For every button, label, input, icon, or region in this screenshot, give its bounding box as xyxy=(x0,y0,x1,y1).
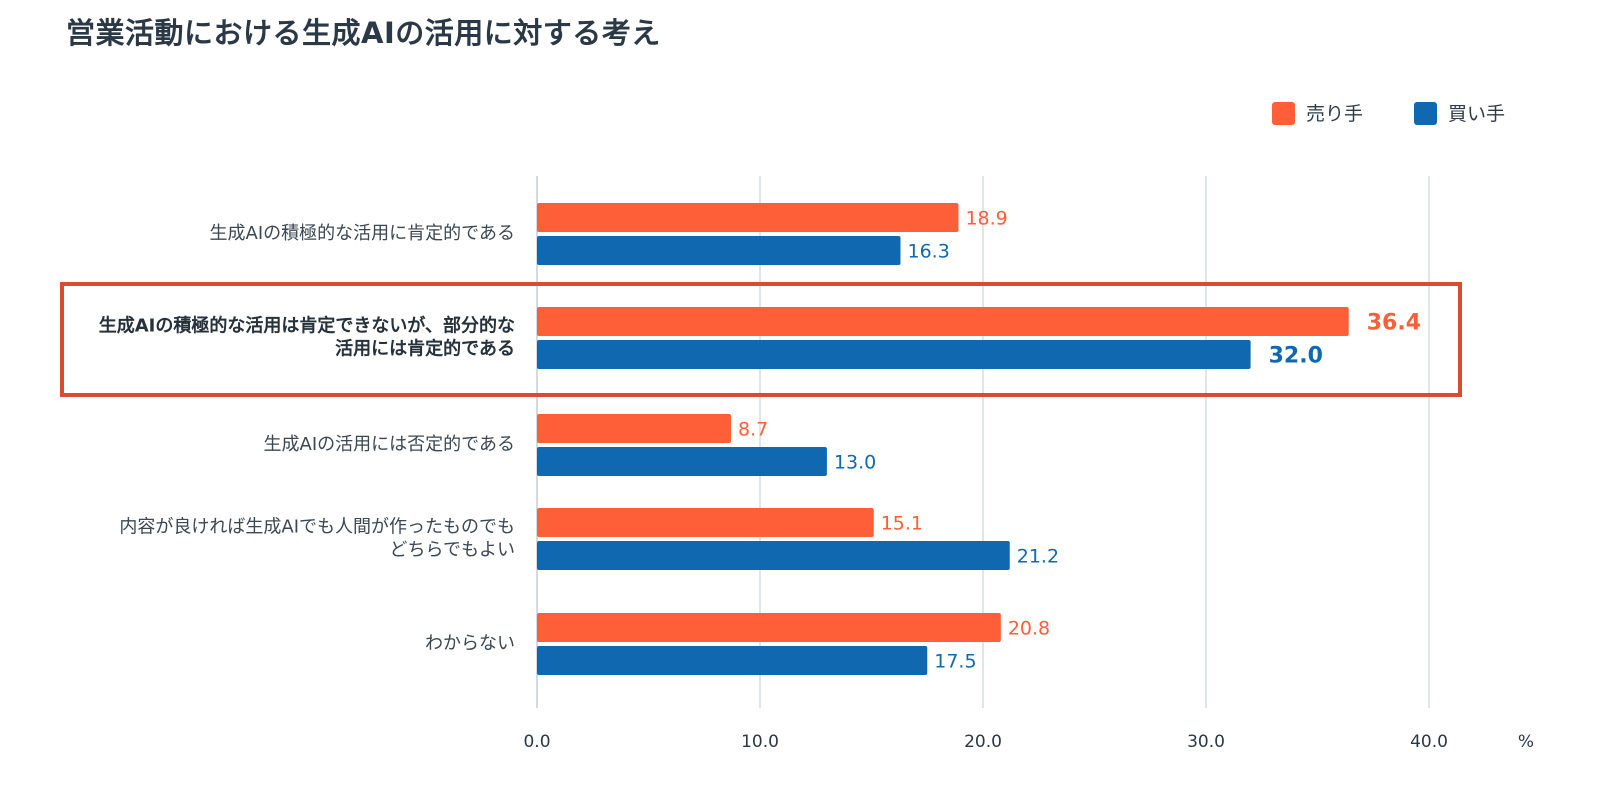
legend-label-seller: 売り手 xyxy=(1306,103,1364,125)
category-label: 生成AIの積極的な活用に肯定的である xyxy=(210,223,515,244)
legend-swatch-buyer xyxy=(1414,102,1437,125)
category-label: わからない xyxy=(425,633,515,654)
value-label-buyer: 16.3 xyxy=(907,241,949,263)
bar-buyer xyxy=(537,236,901,265)
bar-buyer xyxy=(537,447,827,476)
category-label: 内容が良ければ生成AIでも人間が作ったものでも xyxy=(119,517,515,538)
bar-seller xyxy=(537,203,959,232)
bar-buyer xyxy=(537,541,1010,570)
value-label-seller: 8.7 xyxy=(738,419,768,441)
value-label-seller: 18.9 xyxy=(965,208,1007,230)
x-axis-unit-label: % xyxy=(1518,732,1534,752)
category-label: 活用には肯定的である xyxy=(335,338,515,360)
value-label-seller: 36.4 xyxy=(1367,311,1421,336)
legend-swatch-seller xyxy=(1272,102,1295,125)
category-label: 生成AIの積極的な活用は肯定できないが、部分的な xyxy=(99,315,515,337)
x-tick-label: 0.0 xyxy=(523,732,550,752)
category-label: 生成AIの活用には否定的である xyxy=(264,434,515,455)
highlight-box xyxy=(60,282,1462,397)
chart-title: 営業活動における生成AIの活用に対する考え xyxy=(66,16,661,50)
x-tick-label: 20.0 xyxy=(964,732,1002,752)
value-label-buyer: 21.2 xyxy=(1017,546,1059,568)
legend-label-buyer: 買い手 xyxy=(1448,103,1506,125)
value-label-buyer: 32.0 xyxy=(1269,344,1323,369)
value-label-seller: 15.1 xyxy=(881,513,923,535)
bar-buyer xyxy=(537,646,928,675)
bar-seller xyxy=(537,508,874,537)
x-tick-label: 10.0 xyxy=(741,732,779,752)
bar-seller xyxy=(537,414,732,443)
bar-buyer xyxy=(537,340,1251,369)
x-tick-label: 40.0 xyxy=(1410,732,1448,752)
bar-seller xyxy=(537,613,1001,642)
x-tick-label: 30.0 xyxy=(1187,732,1225,752)
value-label-buyer: 13.0 xyxy=(834,452,876,474)
value-label-seller: 20.8 xyxy=(1008,618,1050,640)
value-label-buyer: 17.5 xyxy=(934,651,976,673)
bar-seller xyxy=(537,307,1349,336)
category-label: どちらでもよい xyxy=(390,540,515,561)
